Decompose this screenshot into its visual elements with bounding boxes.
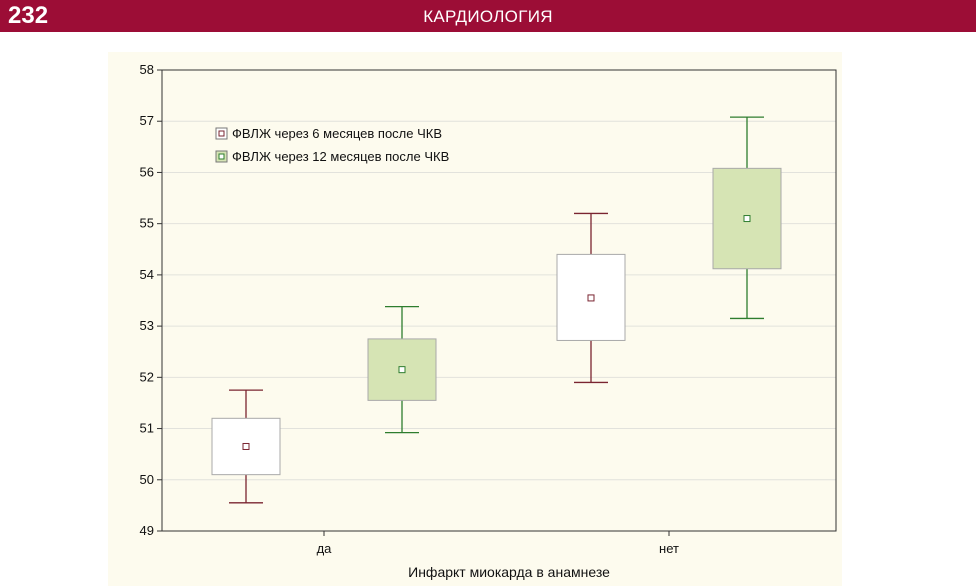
x-axis-ticks: да нет bbox=[317, 531, 679, 556]
center-marker bbox=[743, 215, 751, 223]
y-tick-label: 50 bbox=[140, 472, 154, 487]
header-bar: 232 КАРДИОЛОГИЯ bbox=[0, 0, 976, 32]
center-marker bbox=[242, 442, 250, 450]
y-tick-label: 54 bbox=[140, 267, 154, 282]
y-tick-label: 52 bbox=[140, 369, 154, 384]
section-title: КАРДИОЛОГИЯ bbox=[423, 7, 553, 26]
x-tick-label: нет bbox=[659, 541, 679, 556]
x-axis-title: Инфаркт миокарда в анамнезе bbox=[408, 564, 610, 580]
plot-frame bbox=[161, 69, 837, 532]
y-tick-label: 58 bbox=[140, 62, 154, 77]
y-axis-ticks: 49 50 51 52 53 54 55 56 57 58 bbox=[140, 62, 162, 538]
y-tick-label: 56 bbox=[140, 164, 154, 179]
y-tick-label: 53 bbox=[140, 318, 154, 333]
center-marker bbox=[398, 366, 406, 374]
legend-label: ФВЛЖ через 6 месяцев после ЧКВ bbox=[232, 126, 442, 141]
center-marker bbox=[587, 294, 595, 302]
x-tick-label: да bbox=[317, 541, 333, 556]
box-groups bbox=[211, 116, 782, 504]
page-number: 232 bbox=[8, 2, 49, 29]
legend: ФВЛЖ через 6 месяцев после ЧКВ ФВЛЖ через… bbox=[215, 126, 449, 164]
legend-marker bbox=[218, 130, 225, 137]
box-6m-1 bbox=[556, 212, 626, 384]
legend-marker bbox=[218, 153, 225, 160]
box-12m-1 bbox=[712, 116, 782, 320]
y-tick-label: 49 bbox=[140, 523, 154, 538]
box-12m-0 bbox=[367, 305, 437, 434]
y-tick-label: 57 bbox=[140, 113, 154, 128]
y-tick-label: 55 bbox=[140, 216, 154, 231]
legend-label: ФВЛЖ через 12 месяцев после ЧКВ bbox=[232, 149, 449, 164]
y-tick-label: 51 bbox=[140, 421, 154, 436]
box-6m-0 bbox=[211, 389, 281, 504]
chart-panel bbox=[108, 52, 842, 586]
